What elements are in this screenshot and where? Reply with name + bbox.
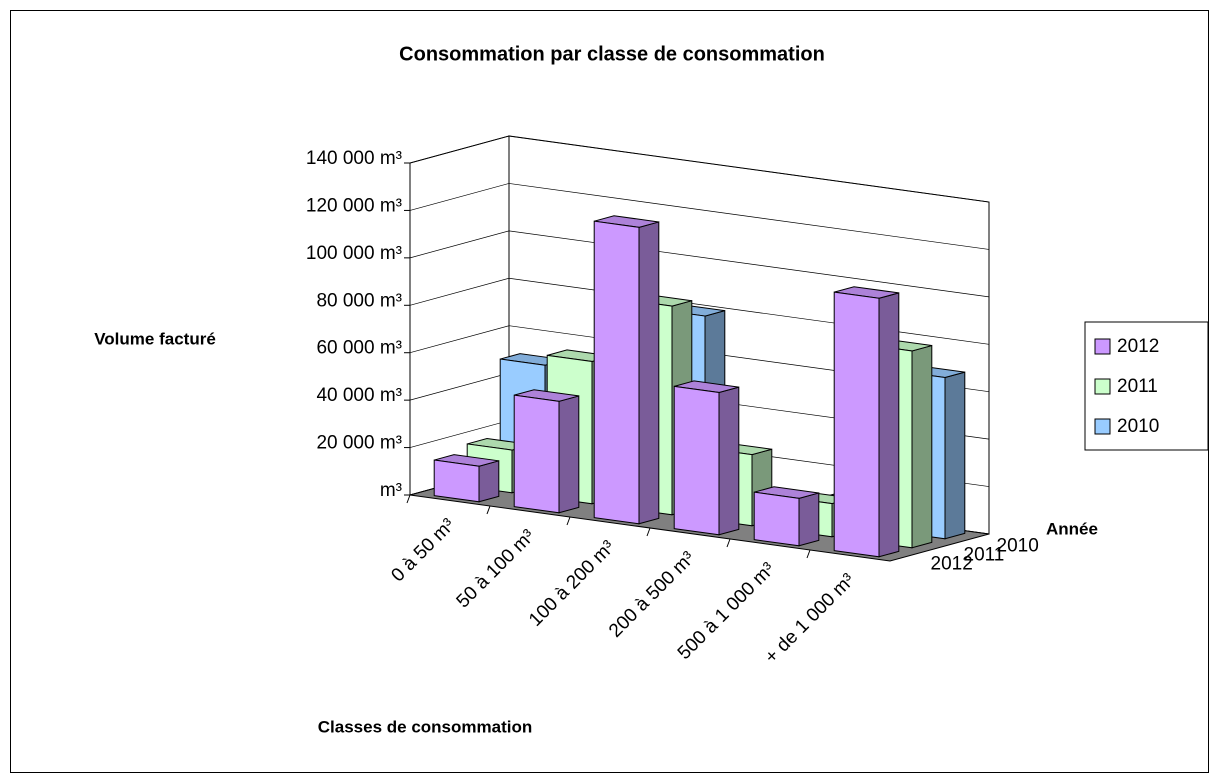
bar-front bbox=[673, 385, 720, 536]
x-tick bbox=[726, 538, 731, 548]
x-tick bbox=[486, 505, 491, 515]
grid-line bbox=[409, 277, 990, 345]
bar bbox=[673, 380, 740, 536]
legend-label: 2011 bbox=[1117, 376, 1158, 397]
y-tick-label: m³ bbox=[380, 480, 402, 501]
bar bbox=[513, 389, 580, 514]
y-tick-label: 60 000 m³ bbox=[316, 338, 402, 359]
bar bbox=[833, 286, 900, 558]
bar bbox=[753, 486, 820, 547]
z-tick-label: 2012 bbox=[931, 554, 973, 575]
z-tick-label: 2011 bbox=[964, 545, 1005, 566]
grid-line bbox=[409, 135, 990, 203]
y-tick-label: 20 000 m³ bbox=[316, 433, 402, 454]
bar-front bbox=[593, 220, 640, 525]
legend-swatch bbox=[1094, 418, 1111, 435]
y-tick-label: 40 000 m³ bbox=[316, 385, 402, 406]
legend-label: 2010 bbox=[1117, 416, 1159, 437]
chart-title: Consommation par classe de consommation bbox=[399, 43, 825, 65]
y-tick-label: 80 000 m³ bbox=[316, 290, 402, 311]
y-tick-label: 100 000 m³ bbox=[306, 243, 402, 264]
legend-label: 2012 bbox=[1117, 336, 1159, 357]
x-tick bbox=[566, 516, 571, 526]
y-tick-label: 120 000 m³ bbox=[306, 195, 402, 216]
legend-swatch bbox=[1094, 338, 1111, 355]
bar-side bbox=[798, 492, 820, 547]
bar-side bbox=[638, 221, 660, 525]
x-tick bbox=[806, 549, 811, 559]
x-axis-title: Classes de consommation bbox=[318, 717, 532, 736]
grid-line bbox=[409, 230, 990, 298]
x-tick bbox=[646, 527, 651, 537]
bar-side bbox=[718, 386, 740, 536]
bar-front bbox=[513, 394, 560, 514]
bar-side bbox=[944, 371, 966, 540]
bar-front bbox=[433, 459, 480, 503]
z-axis-title: Année bbox=[1046, 519, 1098, 538]
bar-front bbox=[833, 291, 880, 558]
legend-swatch bbox=[1094, 378, 1111, 395]
bar bbox=[433, 454, 500, 503]
y-axis-title: Volume facturé bbox=[94, 329, 216, 348]
bar-side bbox=[911, 344, 933, 549]
grid-line bbox=[409, 325, 990, 393]
grid-line bbox=[409, 183, 990, 250]
bar-side bbox=[478, 460, 500, 503]
bar-side bbox=[878, 292, 900, 558]
bar bbox=[593, 215, 660, 525]
bar-side bbox=[558, 395, 580, 514]
y-tick-label: 140 000 m³ bbox=[306, 148, 402, 169]
bar-front bbox=[753, 491, 800, 547]
z-tick-label: 2010 bbox=[997, 536, 1039, 557]
x-tick bbox=[406, 494, 411, 504]
